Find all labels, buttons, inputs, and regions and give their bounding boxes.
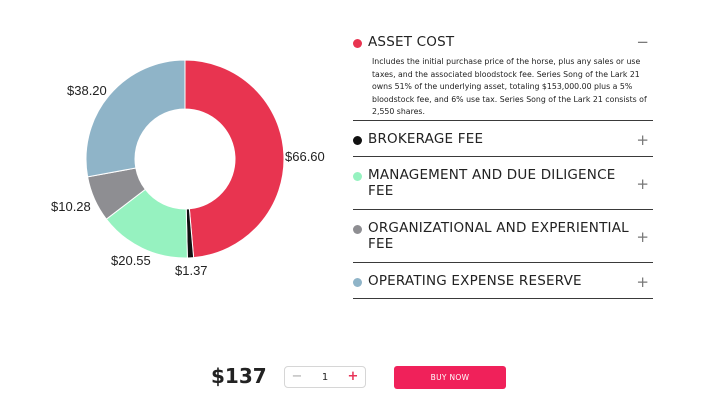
- expand-icon[interactable]: +: [636, 273, 649, 291]
- accordion-header-brokerage-fee[interactable]: BROKERAGE FEE +: [353, 131, 653, 149]
- collapse-icon[interactable]: −: [636, 33, 649, 51]
- quantity-stepper: − 1 +: [284, 366, 366, 388]
- management-fee-color-dot: [353, 172, 362, 181]
- accordion-header-management-fee[interactable]: MANAGEMENT AND DUE DILIGENCE FEE +: [353, 167, 653, 199]
- slice-label: $10.28: [51, 199, 91, 214]
- slice-label: $66.60: [285, 149, 325, 164]
- brokerage-fee-color-dot: [353, 136, 362, 145]
- management-fee-title: MANAGEMENT AND DUE DILIGENCE FEE: [368, 167, 616, 199]
- increment-button[interactable]: +: [347, 369, 359, 384]
- decrement-button[interactable]: −: [291, 369, 303, 384]
- expand-icon[interactable]: +: [636, 131, 649, 149]
- slice-label: $1.37: [175, 263, 208, 278]
- buy-now-button[interactable]: BUY NOW: [394, 366, 506, 389]
- asset-cost-color-dot: [353, 39, 362, 48]
- organizational-fee-title: ORGANIZATIONAL AND EXPERIENTIAL FEE: [368, 220, 629, 252]
- operating-reserve-title: OPERATING EXPENSE RESERVE: [368, 273, 582, 289]
- expand-icon[interactable]: +: [636, 175, 649, 193]
- accordion-item-brokerage-fee: BROKERAGE FEE +: [353, 121, 653, 157]
- asset-cost-description: Includes the initial purchase price of t…: [372, 57, 647, 116]
- donut-slice[interactable]: [184, 59, 285, 259]
- cost-breakdown-donut-chart: $66.60 $1.37 $20.55 $10.28 $38.20: [51, 59, 325, 278]
- accordion-header-asset-cost[interactable]: ASSET COST −: [353, 34, 653, 50]
- quantity-value[interactable]: 1: [321, 371, 329, 383]
- accordion-header-operating-reserve[interactable]: OPERATING EXPENSE RESERVE +: [353, 273, 653, 291]
- accordion-item-management-fee: MANAGEMENT AND DUE DILIGENCE FEE +: [353, 157, 653, 210]
- slice-label: $38.20: [67, 83, 107, 98]
- donut-slice[interactable]: [85, 59, 186, 178]
- asset-cost-title: ASSET COST: [368, 34, 455, 50]
- operating-reserve-color-dot: [353, 278, 362, 287]
- expand-icon[interactable]: +: [636, 228, 649, 246]
- slice-label: $20.55: [111, 253, 151, 268]
- organizational-fee-color-dot: [353, 225, 362, 234]
- accordion-item-operating-reserve: OPERATING EXPENSE RESERVE +: [353, 263, 653, 299]
- brokerage-fee-title: BROKERAGE FEE: [368, 131, 484, 147]
- accordion-header-organizational-fee[interactable]: ORGANIZATIONAL AND EXPERIENTIAL FEE +: [353, 220, 653, 252]
- cost-breakdown-accordion: ASSET COST − Includes the initial purcha…: [353, 24, 653, 299]
- share-price: $137: [211, 364, 267, 388]
- accordion-item-asset-cost: ASSET COST − Includes the initial purcha…: [353, 24, 653, 121]
- accordion-item-organizational-fee: ORGANIZATIONAL AND EXPERIENTIAL FEE +: [353, 210, 653, 263]
